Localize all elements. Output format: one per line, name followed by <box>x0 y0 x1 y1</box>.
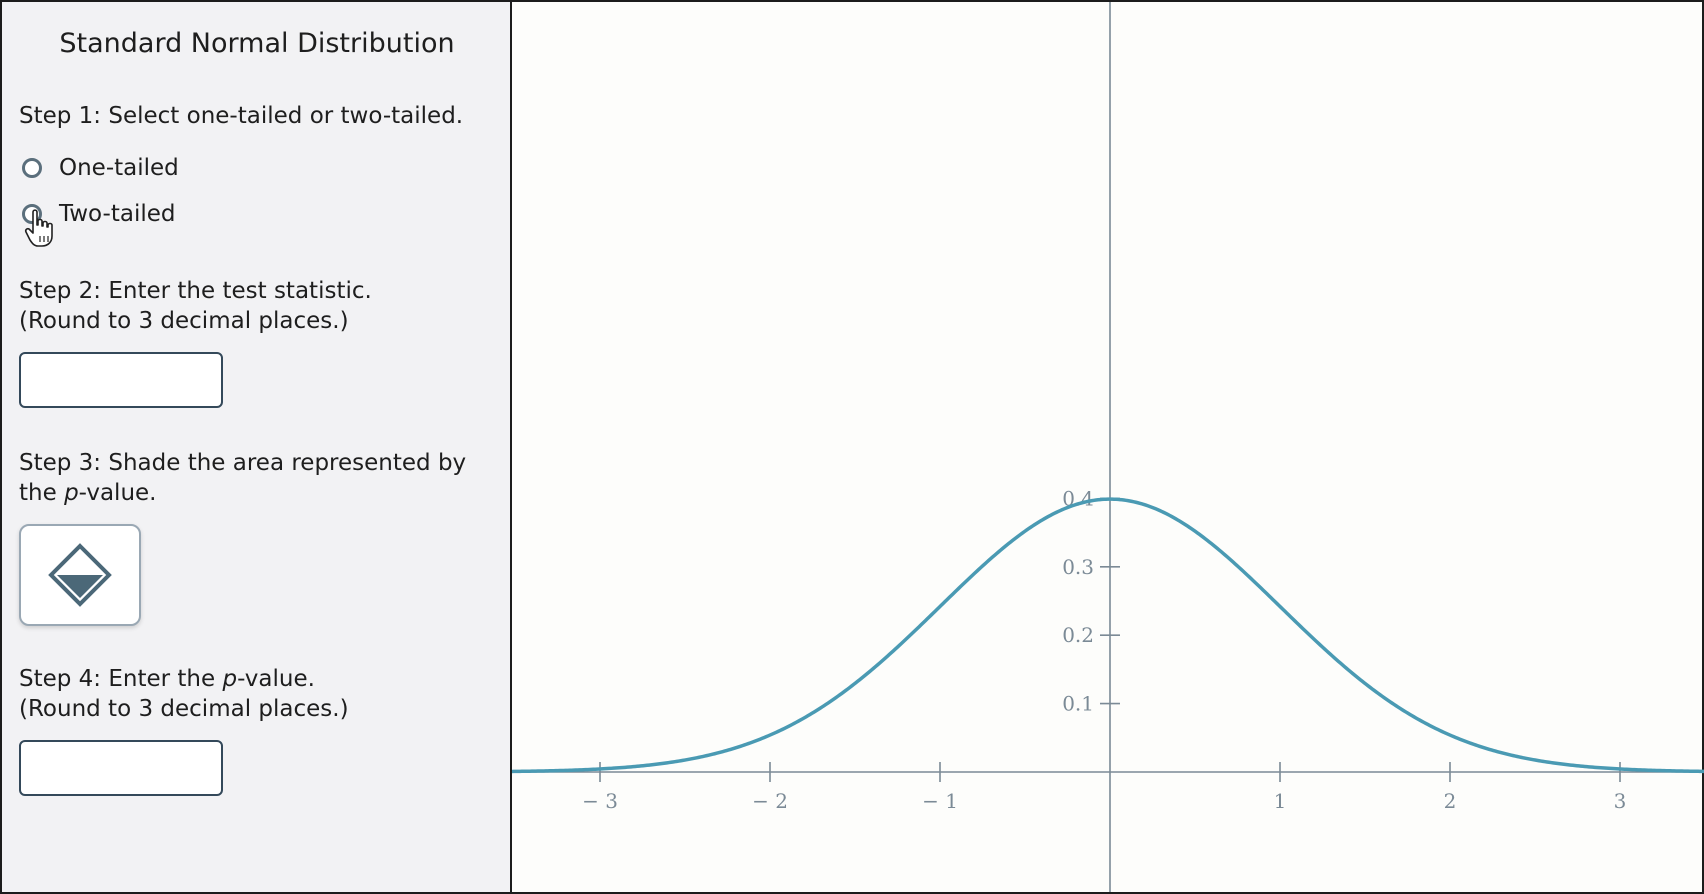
test-statistic-input[interactable] <box>19 352 223 408</box>
chart-ticks: − 3− 2− 1 1 2 30.10.20.30.4 <box>582 486 1626 813</box>
x-tick-label: 1 <box>1274 789 1287 813</box>
p-value-input[interactable] <box>19 740 223 796</box>
shade-area-button[interactable] <box>19 524 141 626</box>
y-tick-label: 0.1 <box>1062 692 1094 716</box>
step2-line1: Step 2: Enter the test statistic. <box>19 278 372 304</box>
x-tick-label: − 2 <box>752 789 788 813</box>
one-tailed-label[interactable]: One-tailed <box>59 155 179 181</box>
paint-bucket-icon <box>48 543 112 607</box>
two-tailed-label[interactable]: Two-tailed <box>59 201 176 227</box>
two-tailed-option[interactable]: Two-tailed <box>22 199 176 229</box>
step2-instruction: Step 2: Enter the test statistic. (Round… <box>19 276 372 336</box>
normal-curve <box>512 497 1704 774</box>
y-tick-label: 0.2 <box>1062 623 1094 647</box>
y-tick-label: 0.3 <box>1062 555 1094 579</box>
x-tick-label: − 3 <box>582 789 618 813</box>
panel-title: Standard Normal Distribution <box>59 28 455 59</box>
x-tick-label: 3 <box>1614 789 1627 813</box>
chart-axes <box>512 2 1704 892</box>
one-tailed-radio[interactable] <box>22 158 42 178</box>
x-tick-label: − 1 <box>922 789 958 813</box>
step3-line2: the p-value. <box>19 480 157 506</box>
x-tick-label: 2 <box>1444 789 1457 813</box>
one-tailed-option[interactable]: One-tailed <box>22 153 179 183</box>
step3-line1: Step 3: Shade the area represented by <box>19 450 467 476</box>
step3-instruction: Step 3: Shade the area represented by th… <box>19 448 466 508</box>
step2-line2: (Round to 3 decimal places.) <box>19 308 349 334</box>
step4-line2: (Round to 3 decimal places.) <box>19 696 349 722</box>
control-panel: Standard Normal Distribution Step 1: Sel… <box>2 2 512 892</box>
normal-distribution-chart[interactable]: − 3− 2− 1 1 2 30.10.20.30.4 <box>512 2 1704 892</box>
step4-line1: Step 4: Enter the p-value. <box>19 666 315 692</box>
step1-instruction: Step 1: Select one-tailed or two-tailed. <box>19 103 464 129</box>
two-tailed-radio[interactable] <box>22 204 42 224</box>
step4-instruction: Step 4: Enter the p-value. (Round to 3 d… <box>19 664 349 724</box>
